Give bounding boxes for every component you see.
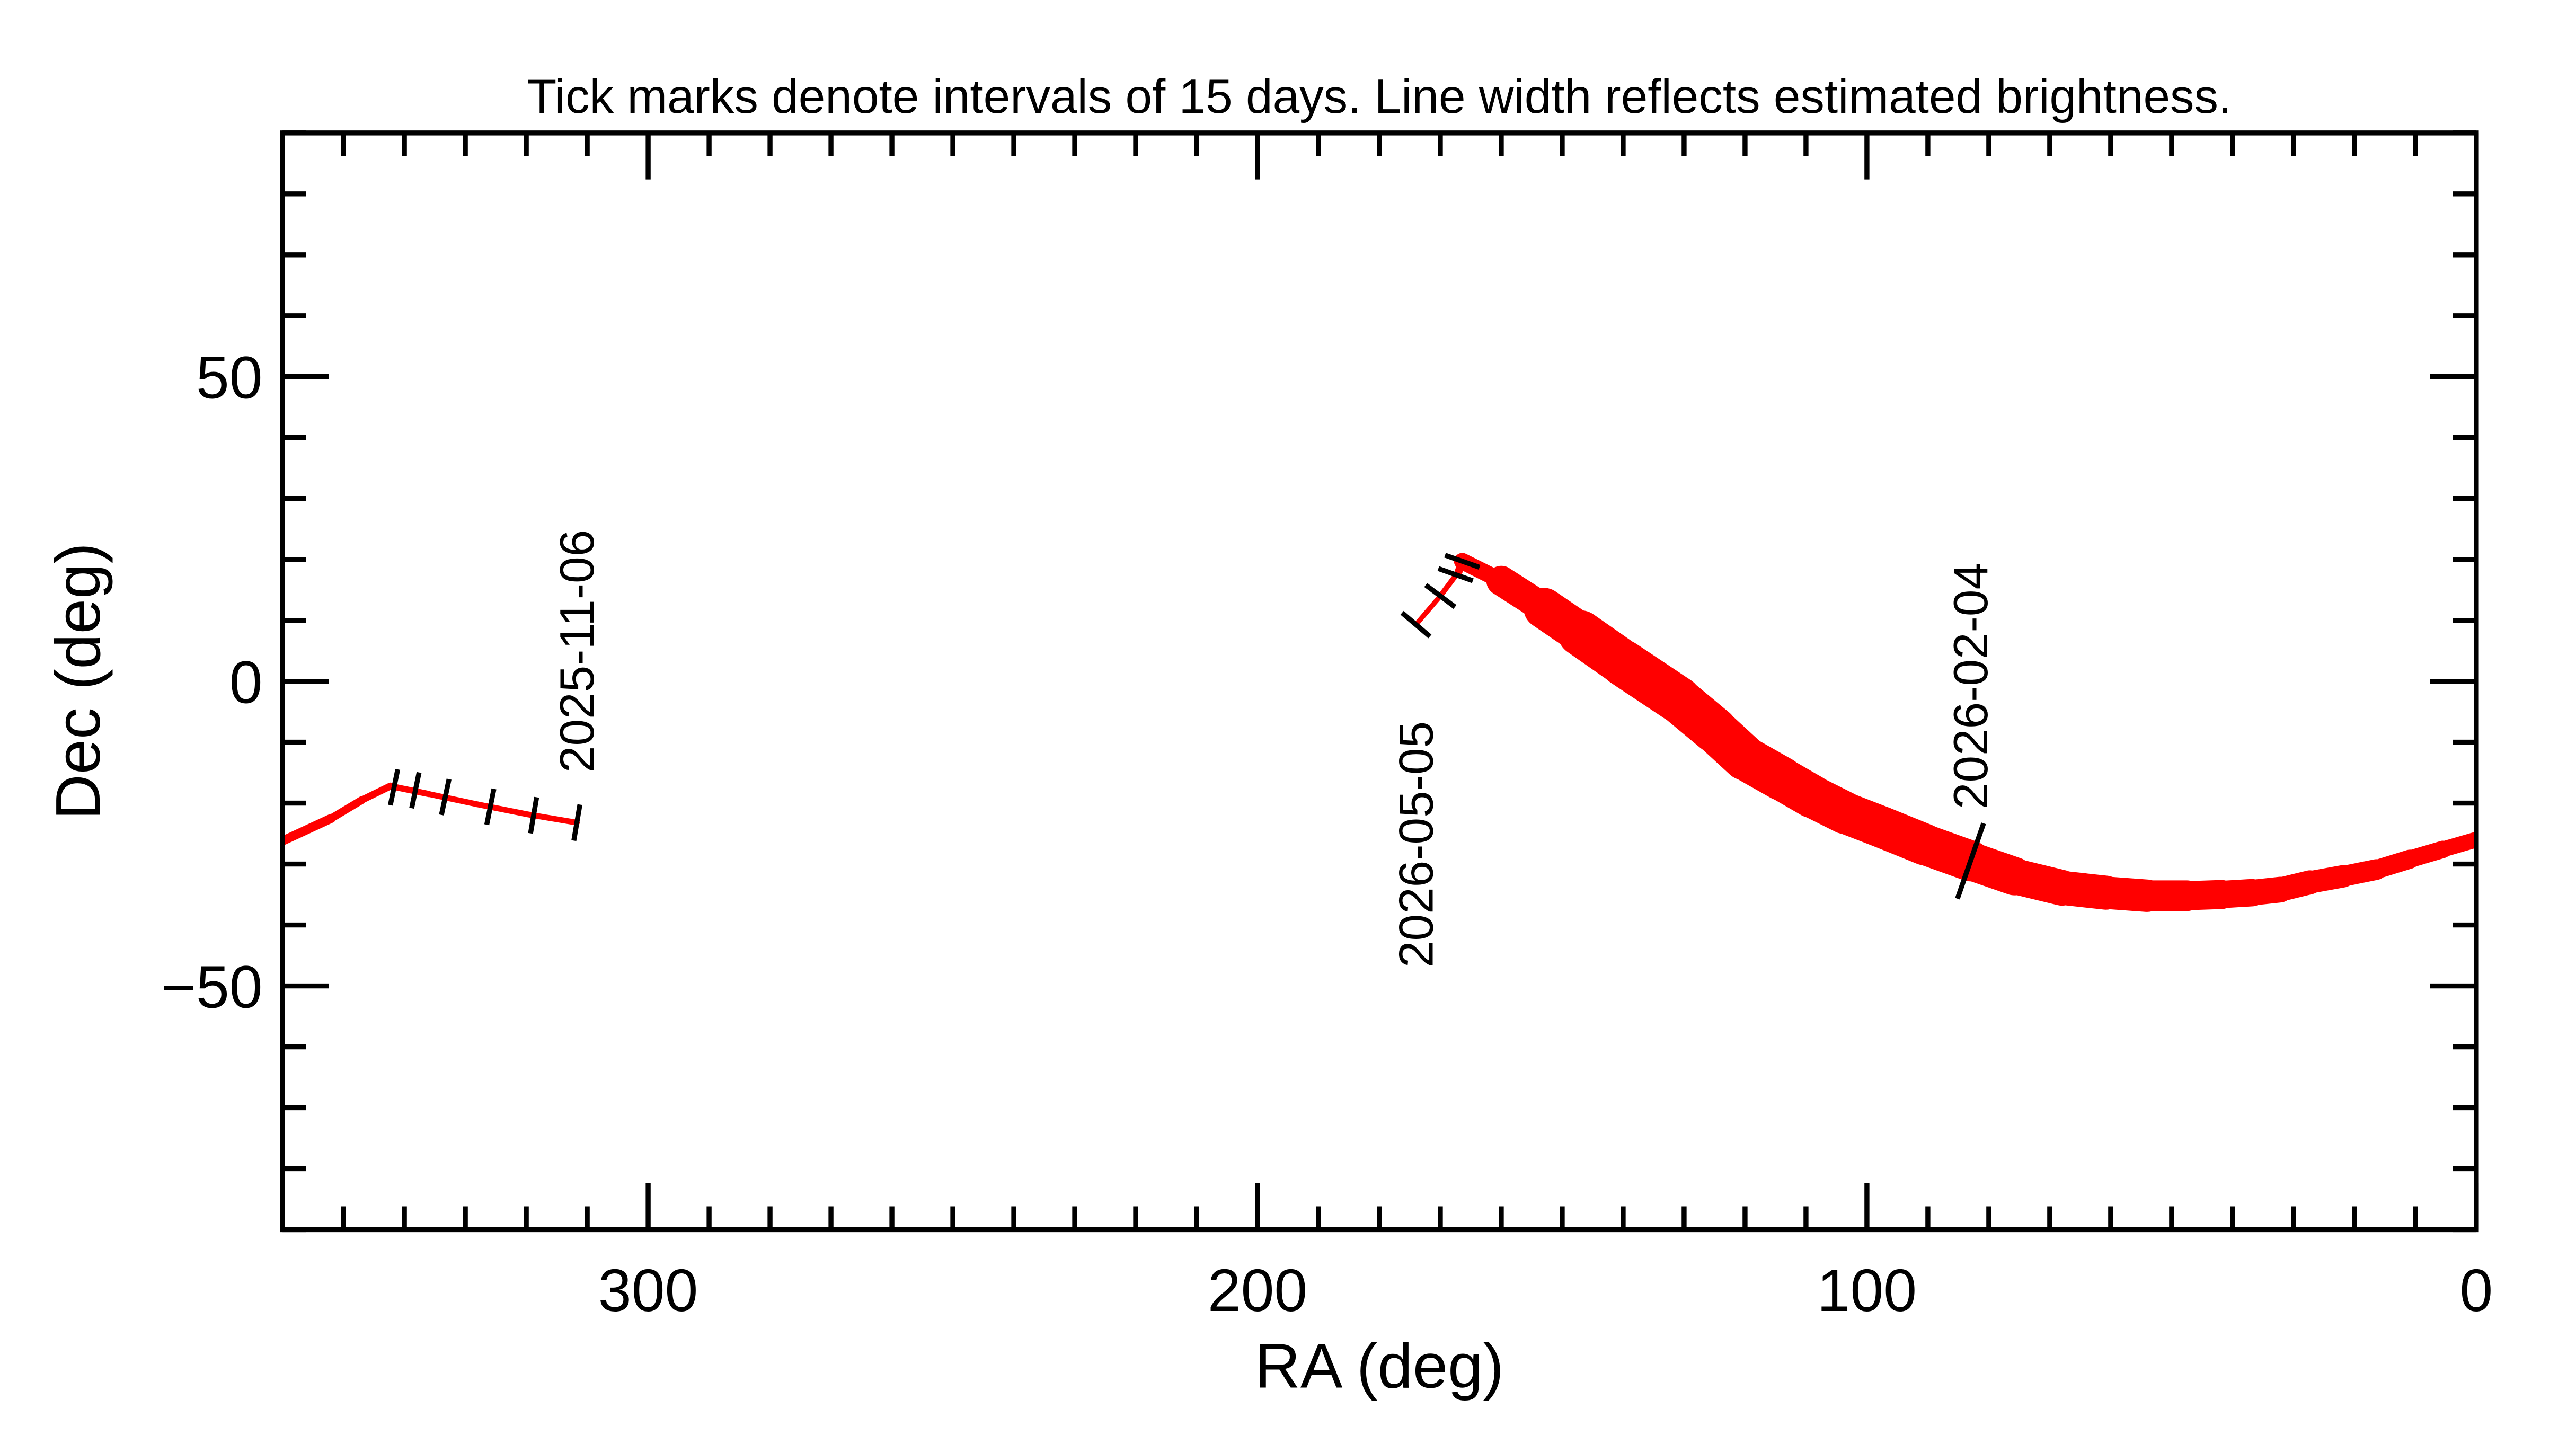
trajectory-point — [2173, 881, 2201, 911]
trajectory-point — [2367, 860, 2386, 880]
trajectory-point — [2091, 876, 2121, 909]
trajectory-point — [1527, 590, 1561, 627]
trajectory-point — [2209, 880, 2235, 909]
x-axis-label: RA (deg) — [1255, 1331, 1504, 1401]
trajectory-point — [1864, 807, 1902, 848]
trajectory-point — [1826, 792, 1864, 834]
trajectory-point — [2269, 877, 2291, 902]
interval-tick — [1424, 583, 1457, 609]
date-label: 2026-05-05 — [1389, 721, 1443, 968]
trajectory-segment — [2435, 831, 2476, 857]
trajectory-point — [1491, 569, 1512, 592]
trajectory-point — [1906, 823, 1944, 865]
trajectory — [282, 553, 2476, 912]
x-tick-label: 0 — [2459, 1257, 2493, 1324]
date-label: 2025-11-06 — [551, 530, 604, 773]
interval-tick — [1444, 553, 1481, 570]
trajectory-point — [2401, 850, 2419, 869]
trajectory-point — [2333, 865, 2353, 887]
trajectory-point — [2046, 870, 2078, 906]
trajectory-point — [2299, 871, 2321, 894]
trajectory-point — [1792, 775, 1832, 818]
x-tick-label: 300 — [598, 1257, 698, 1324]
interval-tick — [484, 788, 497, 826]
trajectory-point — [1560, 610, 1601, 656]
interval-tick — [1955, 822, 1986, 900]
x-tick-label: 200 — [1208, 1257, 1307, 1324]
date-label: 2026-02-04 — [1944, 563, 1998, 809]
chart-title: Tick marks denote intervals of 15 days. … — [527, 70, 2232, 123]
interval-tick — [1400, 610, 1432, 639]
x-tick-label: 100 — [1817, 1257, 1917, 1324]
y-tick-label: 50 — [196, 344, 263, 411]
interval-tick — [1437, 566, 1474, 583]
interval-ticks — [387, 553, 1986, 900]
trajectory-point — [1657, 676, 1699, 723]
trajectory-point — [2133, 880, 2162, 912]
trajectory-point — [1724, 736, 1766, 781]
y-tick-labels: 50 0 −50 — [161, 344, 262, 1021]
plot-frame — [280, 130, 2479, 1233]
trajectory-segment — [327, 796, 366, 822]
trajectory-segment — [387, 783, 432, 798]
interval-tick — [528, 796, 539, 834]
trajectory-segment — [358, 782, 394, 804]
interval-tick — [387, 768, 401, 806]
interval-tick — [439, 778, 452, 816]
x-tick-labels: 300 200 100 0 — [598, 1257, 2493, 1324]
trajectory-point — [1998, 858, 2031, 895]
date-labels: 2025-11-06 2026-05-05 2026-02-04 — [551, 530, 1998, 968]
trajectory-point — [1694, 707, 1735, 752]
trajectory-segment — [282, 813, 336, 846]
interval-tick — [409, 772, 422, 809]
interval-tick — [571, 804, 582, 841]
y-axis-label: Dec (deg) — [43, 543, 113, 820]
axis-ticks — [280, 130, 2479, 1233]
trajectory-point — [2240, 879, 2264, 906]
trajectory-point — [1602, 640, 1644, 687]
trajectory-segment — [426, 791, 481, 808]
trajectory-segment — [1413, 593, 1443, 627]
y-tick-label: −50 — [161, 953, 262, 1020]
y-tick-label: 0 — [229, 649, 263, 715]
trajectory-segment — [474, 801, 529, 817]
trajectory-point — [1762, 757, 1801, 801]
